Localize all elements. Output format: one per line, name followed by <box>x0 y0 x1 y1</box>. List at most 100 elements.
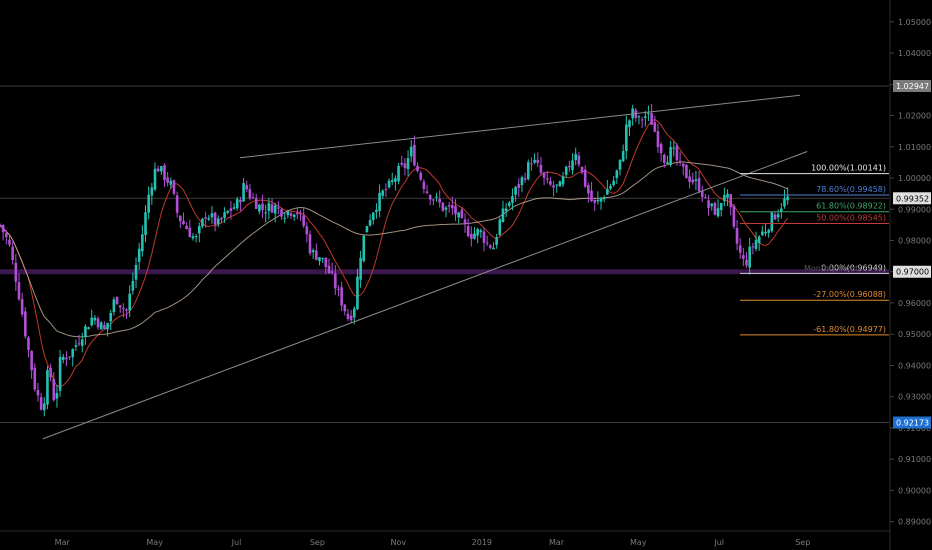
candle-down <box>14 262 18 282</box>
candle-down <box>185 225 188 230</box>
trendline[interactable] <box>239 94 801 159</box>
candle-down <box>68 356 71 358</box>
candle-down <box>700 190 704 197</box>
candle-up <box>644 116 647 118</box>
candle-down <box>659 144 663 154</box>
candle-up <box>141 234 144 252</box>
candle-up <box>628 120 631 128</box>
candle-up <box>564 166 568 175</box>
candle-down <box>229 208 233 211</box>
candle-up <box>242 183 245 202</box>
candle-up <box>767 229 770 233</box>
candle-down <box>65 357 68 360</box>
candle-down <box>125 309 128 311</box>
fibonacci-retracement[interactable]: 100.00%(1.00141) 78.60%(0.99458) 61.80%(0.… <box>740 164 889 336</box>
candle-down <box>115 297 119 305</box>
candle-up <box>625 124 628 152</box>
candle-up <box>375 209 378 213</box>
candle-up <box>286 211 290 216</box>
x-tick-label: Jul <box>231 538 242 547</box>
candle-down <box>96 318 100 328</box>
candle-up <box>444 207 448 210</box>
candle-down <box>738 245 742 253</box>
candle-up <box>321 257 324 259</box>
candle-up <box>216 218 220 225</box>
candle-down <box>5 232 8 238</box>
trendline[interactable] <box>42 151 808 440</box>
candle-up <box>694 179 698 181</box>
candle-down <box>545 178 549 180</box>
candle-down <box>251 197 255 199</box>
candle-down <box>166 177 169 183</box>
candle-up <box>672 147 676 149</box>
candle-up <box>144 212 147 236</box>
candle-up <box>776 214 780 218</box>
candle-down <box>17 282 21 300</box>
candle-up <box>371 212 375 221</box>
candle-down <box>539 164 543 173</box>
candle-up <box>786 196 789 201</box>
candle-up <box>160 166 163 172</box>
candles <box>0 103 789 417</box>
candle-up <box>137 248 141 262</box>
fib-level-label: 50.00%(0.98545) <box>816 213 886 222</box>
candle-down <box>542 172 546 178</box>
candle-down <box>156 168 160 172</box>
candle-up <box>495 237 498 245</box>
candle-down <box>523 178 527 180</box>
candle-down <box>179 215 182 222</box>
candle-up <box>356 276 359 310</box>
candle-down <box>52 379 56 401</box>
candle-down <box>549 181 552 185</box>
candle-up <box>61 356 65 360</box>
candle-up <box>602 197 606 200</box>
candle-down <box>330 271 334 273</box>
candle-down <box>302 215 305 226</box>
candle-up <box>761 231 764 236</box>
candle-up <box>514 186 517 195</box>
y-tick-label: 0.96000 <box>898 299 931 308</box>
candle-up <box>378 192 381 212</box>
time-axis[interactable]: Mar May Jul Sep Nov 2019 Mar May Jul Sep <box>55 538 811 547</box>
fib-level-label: 100.00%(1.00141) <box>811 164 886 173</box>
candle-up <box>520 177 524 186</box>
candle-down <box>704 197 707 199</box>
trendlines[interactable] <box>42 94 808 440</box>
candle-down <box>1 224 5 233</box>
candle-up <box>726 193 729 198</box>
candle-up <box>258 204 261 212</box>
candle-up <box>406 158 410 170</box>
candle-down <box>517 184 521 188</box>
candle-up <box>131 280 135 291</box>
y-tick-label: 0.93000 <box>898 393 931 402</box>
price-badge-bg <box>893 79 931 92</box>
candle-down <box>735 228 739 244</box>
candle-down <box>39 397 43 410</box>
candle-up <box>150 187 154 196</box>
candle-up <box>764 231 767 234</box>
candle-up <box>606 188 609 195</box>
candle-up <box>109 312 113 322</box>
candle-up <box>223 212 226 219</box>
candle-up <box>42 403 46 411</box>
candle-down <box>213 212 217 225</box>
candle-down <box>482 231 486 243</box>
candle-down <box>640 119 644 121</box>
candle-down <box>463 219 467 225</box>
price-badges: 1.02947 0.99352 0.97000 0.92173 <box>893 79 931 429</box>
candle-up <box>387 180 391 188</box>
candle-down <box>245 185 249 190</box>
y-tick-label: 1.04000 <box>898 49 931 58</box>
support-band-rect <box>0 269 889 275</box>
candle-up <box>112 299 116 313</box>
candle-down <box>593 199 596 203</box>
slow-moving-average-line <box>0 161 788 338</box>
candle-up <box>201 218 204 227</box>
candle-down <box>587 185 590 194</box>
candle-down <box>681 163 685 167</box>
candle-down <box>536 159 540 163</box>
candle-down <box>416 165 419 172</box>
candle-up <box>669 147 672 165</box>
candle-up <box>631 108 634 119</box>
